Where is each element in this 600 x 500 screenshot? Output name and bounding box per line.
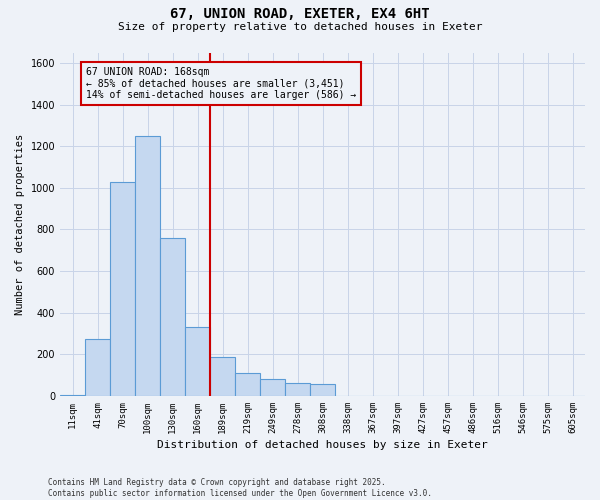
- X-axis label: Distribution of detached houses by size in Exeter: Distribution of detached houses by size …: [157, 440, 488, 450]
- Y-axis label: Number of detached properties: Number of detached properties: [15, 134, 25, 315]
- Text: Contains HM Land Registry data © Crown copyright and database right 2025.
Contai: Contains HM Land Registry data © Crown c…: [48, 478, 432, 498]
- Bar: [185, 328, 210, 396]
- Text: Size of property relative to detached houses in Exeter: Size of property relative to detached ho…: [118, 22, 482, 32]
- Bar: [110, 182, 135, 396]
- Bar: [310, 384, 335, 396]
- Bar: [210, 358, 235, 396]
- Bar: [285, 384, 310, 396]
- Bar: [135, 136, 160, 396]
- Text: 67, UNION ROAD, EXETER, EX4 6HT: 67, UNION ROAD, EXETER, EX4 6HT: [170, 8, 430, 22]
- Bar: [160, 238, 185, 396]
- Text: 67 UNION ROAD: 168sqm
← 85% of detached houses are smaller (3,451)
14% of semi-d: 67 UNION ROAD: 168sqm ← 85% of detached …: [86, 67, 356, 100]
- Bar: [85, 338, 110, 396]
- Bar: [235, 373, 260, 396]
- Bar: [260, 380, 285, 396]
- Bar: [60, 395, 85, 396]
